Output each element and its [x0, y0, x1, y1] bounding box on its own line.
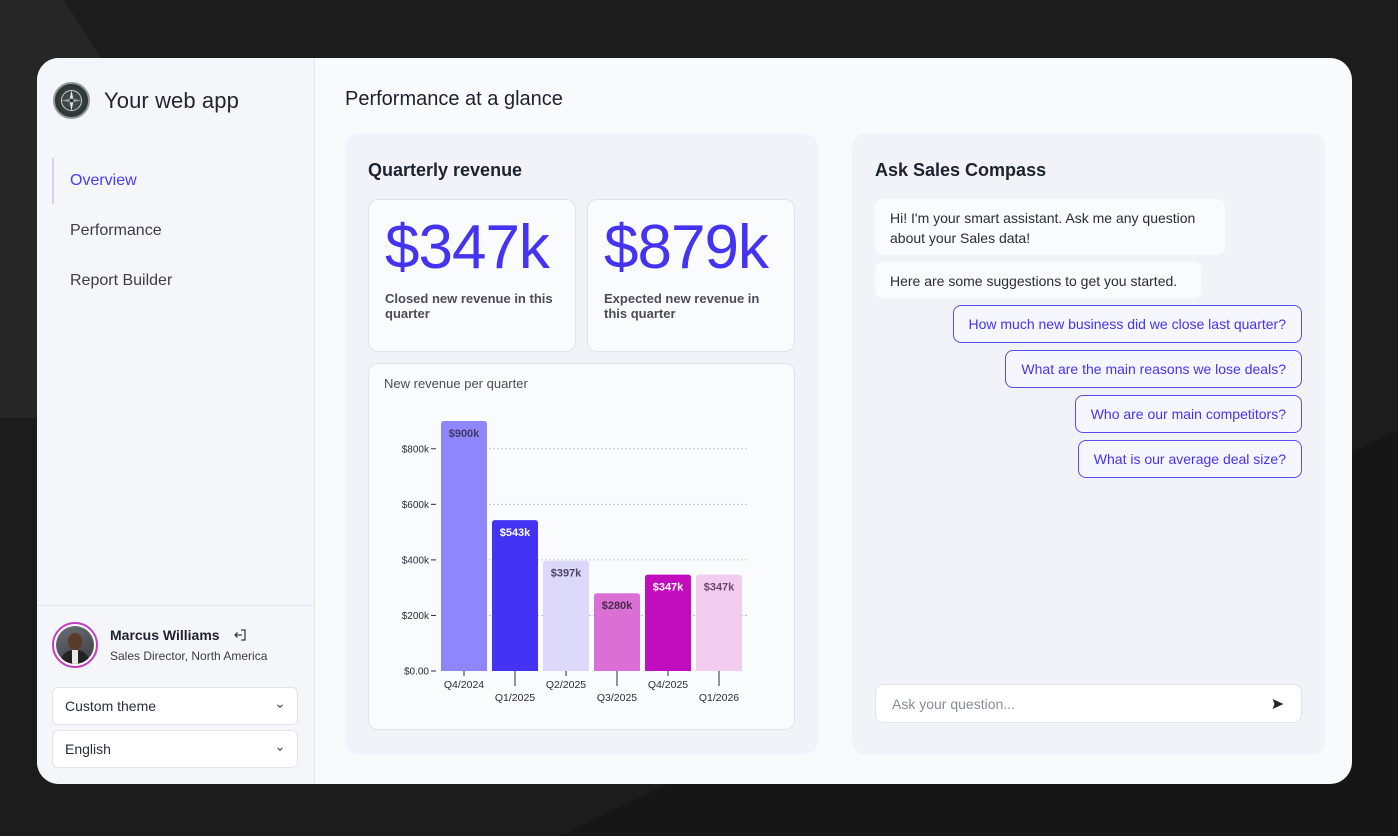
x-tick-label: Q2/2025: [546, 679, 586, 691]
revenue-chart: New revenue per quarter $0.00 $200k $400k $…: [368, 363, 795, 730]
sidebar-item-performance[interactable]: Performance: [70, 222, 162, 239]
brand[interactable]: Your web app: [53, 82, 239, 119]
bar-data-label: $397k: [551, 568, 582, 580]
y-tick-label: $400k: [402, 555, 430, 566]
bar-chart: $0.00 $200k $400k $600k $800k $900k Q4/2024 $54…: [402, 421, 747, 704]
kpi-value: $879k: [604, 213, 769, 282]
suggestion-button[interactable]: What is our average deal size?: [1077, 440, 1302, 478]
suggestion-button[interactable]: Who are our main competitors?: [1074, 395, 1302, 433]
x-tick-label: Q1/2025: [495, 692, 535, 704]
chevron-down-icon: [277, 704, 283, 709]
sidebar-item-overview[interactable]: Overview: [52, 158, 302, 204]
kpi-label: Expected new revenue in this quarter: [604, 291, 760, 321]
y-tick-label: $200k: [402, 611, 430, 622]
x-tick-label: Q3/2025: [597, 692, 637, 704]
bar-data-label: $900k: [449, 428, 480, 440]
bar: [696, 574, 742, 671]
sidebar-nav: Overview Performance Report Builder: [52, 158, 302, 308]
y-tick-label: $800k: [402, 444, 430, 455]
x-tick-label: Q4/2025: [648, 679, 688, 691]
chart-title: New revenue per quarter: [384, 376, 528, 391]
page-title: Performance at a glance: [345, 88, 563, 110]
app-title: Your web app: [104, 87, 239, 113]
quarterly-revenue-card: Quarterly revenue $347k Closed new reven…: [345, 134, 818, 754]
bar: [441, 421, 487, 671]
assistant-message: Hi! I'm your smart assistant. Ask me any…: [875, 199, 1225, 255]
sidebar: Your web app Overview Performance Report…: [37, 58, 315, 784]
y-tick-label: $600k: [402, 500, 430, 511]
x-tick-label: Q1/2026: [699, 692, 739, 704]
suggestion-button[interactable]: What are the main reasons we lose deals?: [1005, 350, 1302, 388]
bar: [543, 560, 589, 671]
kpi-closed-revenue: $347k Closed new revenue in this quarter: [368, 199, 576, 352]
theme-select[interactable]: Custom theme: [52, 687, 298, 725]
bar-data-label: $347k: [704, 582, 735, 594]
language-select[interactable]: English: [52, 730, 298, 768]
avatar: [52, 622, 98, 668]
ask-sales-compass-card: Ask Sales Compass Hi! I'm your smart ass…: [852, 134, 1325, 754]
kpi-value: $347k: [385, 213, 550, 282]
x-tick-label: Q4/2024: [444, 679, 484, 691]
bar-data-label: $347k: [653, 582, 684, 594]
user-role: Sales Director, North America: [110, 649, 268, 663]
ask-input-box: [875, 684, 1302, 723]
question-input[interactable]: [892, 695, 1271, 712]
bar-data-label: $280k: [602, 600, 633, 612]
suggestion-button[interactable]: How much new business did we close last …: [952, 305, 1302, 343]
bar: [594, 593, 640, 671]
user-name: Marcus Williams: [110, 627, 220, 643]
main-content: Performance at a glance Quarterly revenu…: [315, 58, 1352, 784]
chevron-down-icon: [277, 747, 283, 752]
bar-data-label: $543k: [500, 527, 531, 539]
sidebar-item-report-builder[interactable]: Report Builder: [70, 272, 173, 289]
kpi-label: Closed new revenue in this quarter: [385, 291, 553, 321]
card-title: Ask Sales Compass: [875, 160, 1047, 180]
kpi-expected-revenue: $879k Expected new revenue in this quart…: [587, 199, 795, 352]
sidebar-footer: Marcus Williams Sales Director, North Am…: [37, 605, 315, 784]
card-title: Quarterly revenue: [368, 160, 523, 180]
user-profile: Marcus Williams Sales Director, North Am…: [52, 622, 267, 668]
bar: [645, 574, 691, 671]
compass-icon: [53, 82, 90, 119]
assistant-message: Here are some suggestions to get you sta…: [875, 262, 1201, 298]
y-tick-label: $0.00: [404, 667, 429, 678]
language-select-value: English: [65, 741, 111, 757]
theme-select-value: Custom theme: [65, 698, 157, 714]
logout-icon[interactable]: [232, 627, 248, 643]
app-window: Your web app Overview Performance Report…: [37, 58, 1352, 784]
send-icon[interactable]: [1271, 697, 1285, 711]
bar: [492, 520, 538, 671]
